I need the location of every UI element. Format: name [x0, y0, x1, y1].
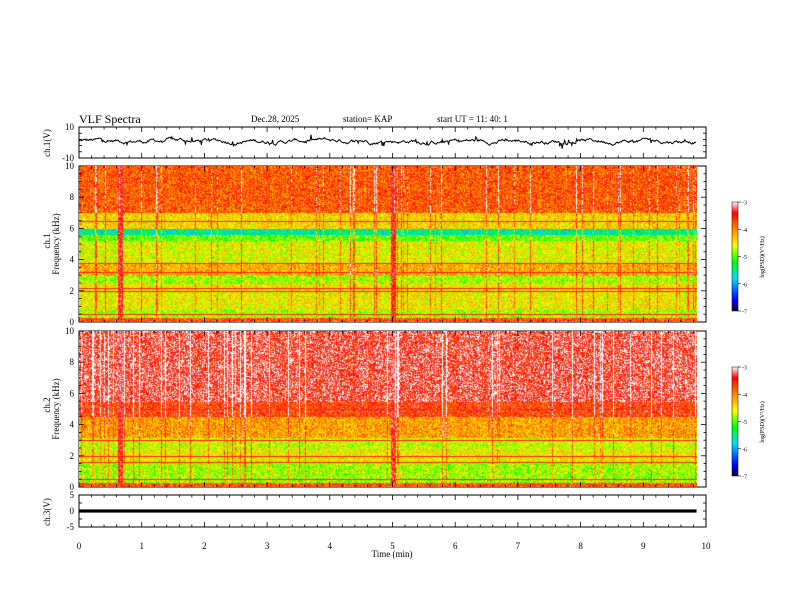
y-tick-label: 6	[70, 223, 75, 233]
start-time-label: start UT = 11: 40: 1	[437, 114, 508, 124]
y-tick-label: 2	[70, 286, 75, 296]
colorbar-tick-label: -5	[742, 420, 747, 426]
ch1-frequency-ylabel: Frequency (kHz)	[51, 213, 61, 274]
x-tick-label: 6	[453, 541, 458, 551]
spectrogram-raster	[79, 331, 697, 487]
ch2-frequency-ylabel: Frequency (kHz)	[51, 378, 61, 439]
x-tick-label: 8	[578, 541, 583, 551]
colorbar-ch2-label: log(PSD)(V²/Hz)	[759, 401, 766, 442]
colorbar-ch1-label: log(PSD)(V²/Hz)	[759, 236, 766, 277]
ch3-waveform-ylabel: ch.3(V)	[42, 498, 52, 526]
colorbar-tick-label: -7	[742, 475, 747, 481]
ch1-waveform-line	[78, 134, 697, 149]
y-tick-label: 10	[65, 161, 75, 171]
x-tick-label: 10	[702, 541, 712, 551]
colorbar-tick-label: -4	[742, 228, 747, 234]
colorbar-tick-label: -4	[742, 393, 747, 399]
ch3-ytick-top: 5	[70, 490, 75, 500]
x-tick-labels: 0 1 2 3 4 5 6 7 8 9 10	[77, 541, 711, 551]
ch2-spectrogram-image	[79, 331, 697, 487]
y-tick-label: 2	[70, 451, 75, 461]
colorbar-tick-label: -6	[742, 447, 747, 453]
colorbar-ch1-scale	[731, 201, 739, 312]
x-tick-label: 5	[390, 541, 395, 551]
colorbar-tick-label: -6	[742, 282, 747, 288]
colorbar-tick-label: -3	[742, 366, 747, 372]
station-label: station= KAP	[343, 114, 392, 124]
x-tick-label: 2	[202, 541, 207, 551]
y-tick-label: 4	[70, 255, 75, 265]
y-tick-label: 10	[65, 326, 75, 336]
x-tick-label: 1	[139, 541, 144, 551]
ch1-waveform-panel: 10 -10 ch.1(V)	[42, 122, 707, 163]
chart-title: VLF Spectra	[79, 112, 141, 126]
y-tick-label: 8	[70, 357, 75, 367]
y-tick-label: 0	[70, 482, 75, 492]
y-tick-label: 0	[70, 317, 75, 327]
ch1-spectrogram-image	[79, 166, 697, 322]
ch1-ytick-bottom: -10	[62, 153, 74, 163]
x-tick-label: 7	[516, 541, 521, 551]
ch3-waveform-band	[79, 509, 697, 513]
y-tick-label: 6	[70, 388, 75, 398]
x-tick-label: 3	[265, 541, 270, 551]
colorbar-tick-label: -3	[742, 201, 747, 207]
colorbar-tick-label: -5	[742, 255, 747, 261]
ch1-spectrogram-panel: 0 2 4 6 8 10 ch.1 Frequency (kHz)	[42, 161, 707, 327]
spectrogram-raster	[79, 166, 697, 322]
ch3-ytick-bottom: -5	[67, 522, 75, 532]
y-tick-label: 4	[70, 420, 75, 430]
ch1-ytick-top: 10	[65, 122, 75, 132]
date-label: Dec.28, 2025	[251, 114, 300, 124]
y-tick-label: 8	[70, 192, 75, 202]
colorbar-tick-label: -7	[742, 310, 747, 316]
ch1-channel-label: ch.1	[42, 233, 52, 248]
colorbar-ch1: -3 -4 -5 -6 -7 log(PSD)(V²/Hz)	[731, 201, 766, 316]
x-tick-label: 9	[641, 541, 646, 551]
ch1-waveform-ylabel: ch.1(V)	[42, 129, 52, 157]
colorbar-ch2: -3 -4 -5 -6 -7 log(PSD)(V²/Hz)	[731, 366, 766, 481]
x-ticks	[78, 126, 707, 528]
ch2-spectrogram-panel: 0 2 4 6 8 10 ch.2 Frequency (kHz)	[42, 326, 707, 492]
ch2-channel-label: ch.2	[42, 397, 52, 412]
colorbar-ch2-scale	[731, 366, 739, 477]
x-tick-label: 0	[77, 541, 82, 551]
ch3-ytick-mid: 0	[70, 506, 75, 516]
x-axis-label: Time (min)	[372, 549, 413, 559]
x-tick-label: 4	[328, 541, 333, 551]
